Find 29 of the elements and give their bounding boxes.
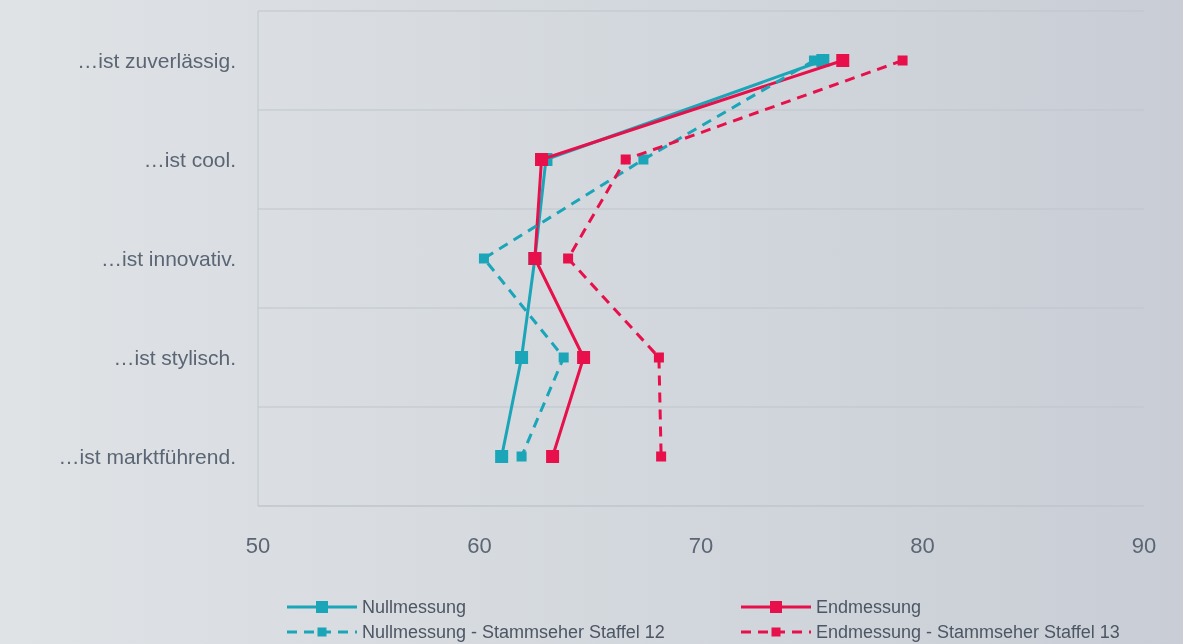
point bbox=[478, 253, 489, 264]
point bbox=[620, 154, 631, 165]
point bbox=[577, 351, 591, 364]
point bbox=[638, 154, 649, 165]
x-tick-label: 60 bbox=[467, 533, 492, 558]
legend-label: Nullmessung bbox=[362, 597, 467, 618]
point bbox=[836, 54, 850, 67]
y-tick-label: …ist innovativ. bbox=[101, 246, 236, 270]
point bbox=[495, 450, 509, 463]
y-tick-label: …ist stylisch. bbox=[113, 345, 236, 369]
x-tick-label: 80 bbox=[910, 533, 935, 558]
legend-label: Nullmessung - Stammseher Staffel 12 bbox=[362, 622, 665, 643]
legend-label: Endmessung - Stammseher Staffel 13 bbox=[816, 622, 1120, 643]
point bbox=[656, 451, 667, 462]
y-tick-label: …ist cool. bbox=[143, 147, 236, 171]
y-tick-label: …ist zuverlässig. bbox=[77, 48, 236, 72]
point bbox=[516, 451, 527, 462]
point bbox=[558, 352, 569, 363]
point bbox=[897, 55, 908, 66]
x-tick-label: 90 bbox=[1131, 533, 1157, 558]
point bbox=[546, 450, 560, 463]
point bbox=[515, 351, 529, 364]
y-tick-label: …ist marktführend. bbox=[58, 444, 236, 468]
point bbox=[653, 352, 664, 363]
point bbox=[535, 153, 549, 166]
legend-label: Endmessung bbox=[816, 597, 922, 618]
x-tick-label: 50 bbox=[245, 533, 271, 558]
point bbox=[563, 253, 574, 264]
x-tick-label: 70 bbox=[688, 533, 714, 558]
